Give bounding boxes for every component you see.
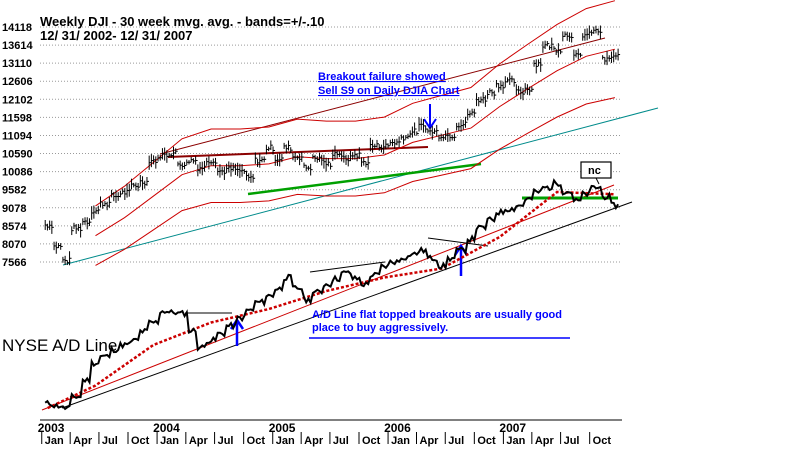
month-label: Apr [304, 435, 324, 447]
ad-flat-top-2 [309, 261, 386, 273]
ad-flat-top-3 [427, 237, 489, 247]
resistance-line [167, 146, 429, 158]
ad-line [44, 178, 619, 411]
month-label: Apr [420, 435, 440, 447]
month-label: Jul [564, 435, 580, 447]
month-label: Jan [506, 435, 525, 447]
month-label: Oct [247, 435, 266, 447]
nc-label-box [580, 161, 612, 179]
month-label: Jul [448, 435, 464, 447]
chart-subtitle: 12/ 31/ 2002- 12/ 31/ 2007 [40, 28, 193, 43]
y-tick-label: 12606 [2, 76, 33, 88]
y-tick-label: 12102 [2, 94, 33, 106]
year-label: 2004 [153, 421, 180, 435]
month-label: Oct [477, 435, 496, 447]
grid-lines [40, 26, 622, 263]
y-tick-label: 14118 [2, 22, 32, 34]
trendline-cyan [62, 107, 659, 266]
month-label: Apr [535, 435, 555, 447]
moving-average-line [95, 48, 616, 237]
y-tick-label: 8070 [2, 239, 26, 251]
month-label: Apr [73, 435, 93, 447]
dji-price-bars [44, 25, 621, 266]
month-label: Jan [276, 435, 295, 447]
annotation-breakout-line2: Sell S9 on Daily DJIA Chart [318, 85, 460, 97]
ad-trendline-black [61, 201, 633, 409]
month-label: Jul [333, 435, 349, 447]
y-tick-label: 10086 [2, 167, 33, 179]
month-label: Jan [391, 435, 410, 447]
y-tick-label: 9078 [2, 203, 26, 215]
y-tick-label: 9582 [2, 185, 26, 197]
month-label: Jul [102, 435, 118, 447]
ad-line-label: NYSE A/D Line [2, 336, 117, 355]
trendlines [41, 37, 659, 411]
month-label: Jan [45, 435, 64, 447]
year-label: 2006 [384, 421, 411, 435]
y-tick-label: 13110 [2, 58, 32, 70]
month-label: Apr [189, 435, 209, 447]
month-label: Oct [131, 435, 150, 447]
y-tick-label: 10590 [2, 149, 33, 161]
y-tick-label: 7566 [2, 257, 26, 269]
month-label: Oct [362, 435, 381, 447]
month-label: Jul [218, 435, 234, 447]
moving-average-bands [95, 0, 616, 266]
annotation-breakout-line1: Breakout failure showed [318, 71, 446, 83]
ad-moving-average [47, 190, 615, 410]
annotation-ad-line2: place to buy aggressively. [312, 322, 448, 334]
year-label: 2007 [499, 421, 526, 435]
nc-label: nc [588, 165, 601, 177]
y-axis-ticks: 14118 13614 13110 12606 12102 11598 11094 10590… [2, 22, 33, 269]
year-label: 2003 [38, 421, 65, 435]
support-line-green [247, 162, 482, 196]
chart-title: Weekly DJI - 30 week mvg. avg. - bands=+… [40, 14, 324, 29]
month-label: Oct [593, 435, 612, 447]
upper-band [95, 0, 616, 207]
trendline-upper-channel [159, 37, 606, 155]
y-tick-label: 13614 [2, 40, 33, 52]
ad-trendline-red [41, 184, 615, 411]
y-tick-label: 8574 [2, 221, 27, 233]
y-tick-label: 11094 [2, 130, 33, 142]
year-label: 2005 [269, 421, 296, 435]
y-tick-label: 11598 [2, 112, 32, 124]
nc-pointer [595, 177, 600, 185]
ad-line-layer [44, 178, 619, 411]
month-label: Jan [160, 435, 179, 447]
lower-band [95, 97, 616, 266]
annotation-ad-line1: A/D Line flat topped breakouts are usual… [312, 309, 562, 321]
